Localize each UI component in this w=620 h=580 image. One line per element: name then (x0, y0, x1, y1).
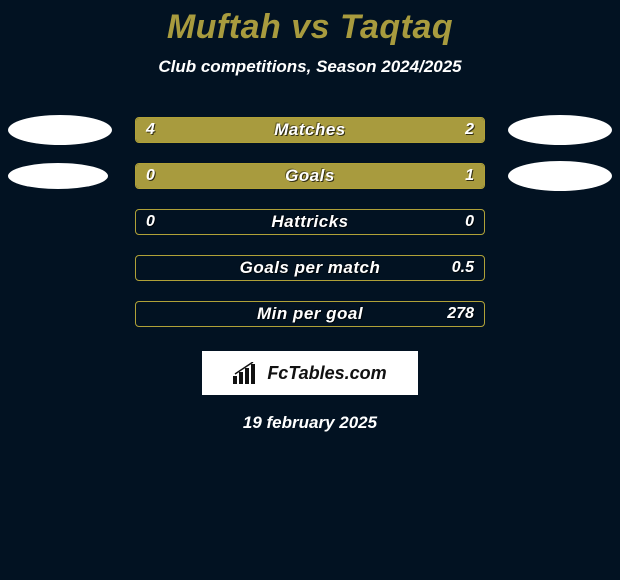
brand-text: FcTables.com (267, 363, 386, 384)
stat-bar-fill-left (136, 164, 199, 188)
stat-bar: 01Goals (135, 163, 485, 189)
page-title: Muftah vs Taqtaq (0, 8, 620, 47)
stat-label: Goals per match (136, 258, 484, 278)
brand-logo-box: FcTables.com (202, 351, 418, 395)
stat-row: 0 0Hattricks (0, 199, 620, 245)
stat-bar: 0.5Goals per match (135, 255, 485, 281)
stat-label: Min per goal (136, 304, 484, 324)
stat-value-right: 0 (465, 213, 474, 231)
stat-bar: 42Matches (135, 117, 485, 143)
stat-bar: 0 0Hattricks (135, 209, 485, 235)
date-text: 19 february 2025 (0, 413, 620, 433)
player-right-marker (508, 115, 612, 145)
stat-bar-fill-left (136, 118, 359, 142)
stat-row: 01Goals (0, 153, 620, 199)
stat-row: 278Min per goal (0, 291, 620, 337)
stat-row: 42Matches (0, 107, 620, 153)
bar-chart-icon (233, 362, 259, 384)
player-left-marker (8, 163, 108, 189)
stat-label: Hattricks (136, 212, 484, 232)
comparison-container: Muftah vs Taqtaq Club competitions, Seas… (0, 0, 620, 433)
stat-value-right: 278 (447, 305, 474, 323)
stat-rows: 42Matches 01Goals 0 0Hattricks 0.5Goals per … (0, 107, 620, 337)
stat-row: 0.5Goals per match (0, 245, 620, 291)
stat-bar: 278Min per goal (135, 301, 485, 327)
stat-value-left: 0 (146, 213, 155, 231)
player-left-marker (8, 115, 112, 145)
page-subtitle: Club competitions, Season 2024/2025 (0, 57, 620, 77)
player-right-marker (508, 161, 612, 191)
stat-value-right: 0.5 (452, 259, 474, 277)
stat-bar-fill-right (359, 118, 484, 142)
stat-bar-fill-right (199, 164, 484, 188)
